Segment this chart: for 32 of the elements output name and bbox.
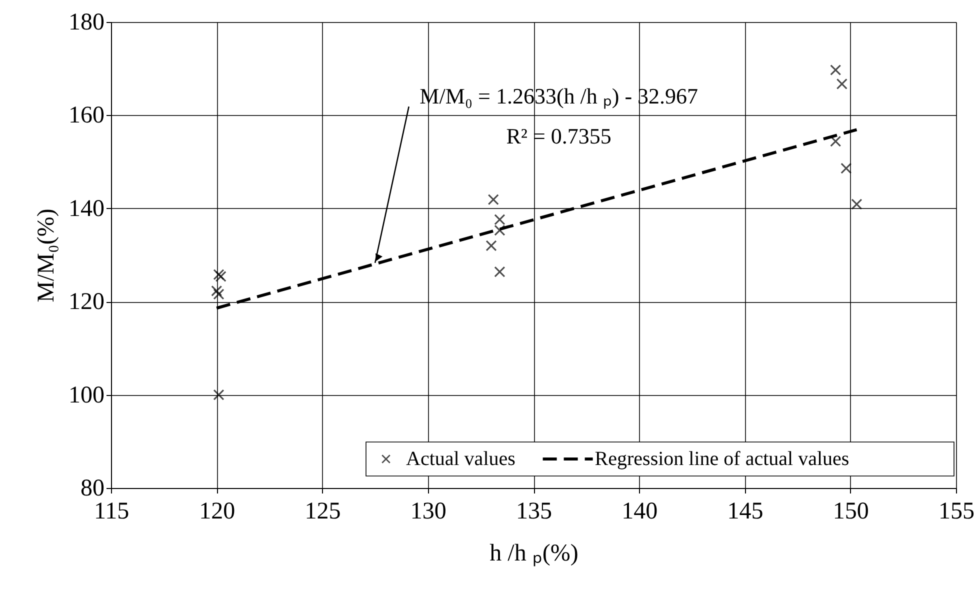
- point: [840, 162, 852, 174]
- point: [494, 224, 506, 236]
- x-tick-label: 130: [410, 498, 446, 524]
- y-tick-label: 140: [68, 196, 104, 222]
- point: [213, 389, 224, 400]
- point: [494, 214, 506, 226]
- point: [851, 198, 862, 210]
- x-tick-label: 140: [622, 498, 658, 524]
- y-axis-title: M/M₀(%): [34, 208, 60, 302]
- x-tick-label: 125: [304, 498, 341, 524]
- point: [211, 285, 222, 296]
- point: [830, 136, 842, 147]
- x-axis-title: h /h ₚ(%): [490, 540, 578, 566]
- point: [494, 266, 506, 278]
- y-tick-label: 120: [68, 289, 104, 316]
- point: [213, 288, 224, 300]
- y-tick-label: 80: [80, 476, 104, 502]
- x-tick-label: 150: [832, 498, 869, 524]
- x-tick-label: 115: [94, 498, 130, 524]
- x-tick-label: 135: [516, 498, 552, 524]
- legend-label: Actual values: [406, 448, 516, 470]
- point: [486, 240, 497, 252]
- point: [830, 64, 842, 76]
- y-tick-label: 100: [68, 382, 104, 408]
- point: [488, 194, 499, 206]
- x-tick-label: 145: [727, 498, 764, 524]
- point: [836, 78, 848, 90]
- x-tick-label: 120: [199, 498, 236, 524]
- legend-label: Regression line of actual values: [594, 448, 850, 470]
- y-tick-label: 180: [68, 10, 104, 36]
- y-tick-label: 160: [68, 102, 104, 129]
- x-tick-label: 155: [938, 498, 974, 524]
